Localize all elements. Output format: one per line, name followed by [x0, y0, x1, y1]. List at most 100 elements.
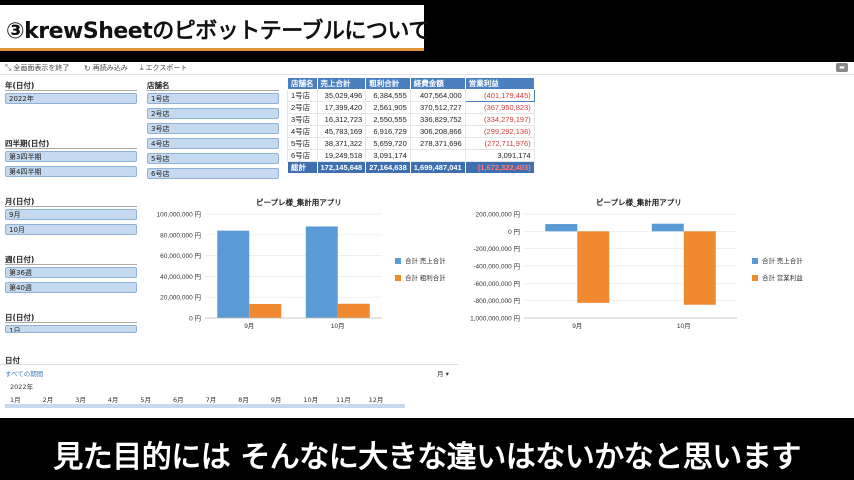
- collapse-icon: ⤡: [5, 63, 12, 72]
- exit-fullscreen-button[interactable]: ⤡ 全画面表示を終了: [5, 63, 69, 73]
- slicer-month-item[interactable]: 9月: [5, 209, 137, 220]
- export-button[interactable]: ⤓ エクスポート: [140, 63, 187, 73]
- y-tick-label: 40,000,000 円: [160, 273, 201, 281]
- table-cell[interactable]: (401,179,445): [464, 89, 535, 102]
- table-cell[interactable]: 17,399,420: [316, 101, 367, 114]
- slicer-store-item[interactable]: 3号店: [147, 123, 279, 134]
- table-cell[interactable]: 1号店: [287, 89, 318, 102]
- bar[interactable]: [217, 230, 250, 318]
- pivot-header-cell[interactable]: 店舗名: [287, 77, 318, 90]
- slicer-store-item[interactable]: 6号店: [147, 168, 279, 179]
- table-cell[interactable]: 5,659,720: [365, 137, 411, 150]
- timeline-month[interactable]: 10月: [303, 396, 319, 404]
- slicer-quarter-item[interactable]: 第3四半期: [5, 151, 137, 162]
- table-cell[interactable]: 45,783,169: [316, 125, 367, 138]
- slicer-day-item[interactable]: 1日: [5, 325, 137, 333]
- timeline-month[interactable]: 4月: [107, 396, 119, 404]
- pivot-header-cell[interactable]: 粗利合計: [365, 77, 411, 90]
- timeline-unit-dropdown[interactable]: 月 ▾: [437, 370, 449, 378]
- y-tick-label: -600,000,000 円: [473, 280, 520, 288]
- timeline-month[interactable]: 6月: [173, 396, 184, 404]
- comment-icon[interactable]: ▬: [836, 63, 848, 72]
- legend-label: 合計 売上合計: [762, 256, 803, 265]
- slicer-store-title: 店舗名: [147, 81, 170, 90]
- table-cell[interactable]: 19,249,518: [316, 149, 367, 162]
- timeline-month[interactable]: 12月: [368, 396, 384, 404]
- bar[interactable]: [651, 223, 684, 232]
- table-cell[interactable]: 306,208,866: [409, 125, 466, 138]
- reload-button[interactable]: ↻ 再読み込み: [84, 63, 128, 73]
- table-row: 6号店 19,249,518 3,091,174 3,091,174: [287, 149, 535, 162]
- table-cell[interactable]: (272,711,976): [464, 137, 535, 150]
- legend-swatch: [395, 275, 401, 281]
- table-cell[interactable]: 6号店: [287, 149, 318, 162]
- y-tick-label: 60,000,000 円: [160, 252, 201, 260]
- total-cell[interactable]: 1,699,487,041: [409, 161, 466, 174]
- table-cell[interactable]: 2,561,905: [365, 101, 411, 114]
- bar[interactable]: [545, 224, 578, 232]
- slicer-store-item[interactable]: 2号店: [147, 108, 279, 119]
- slicer-store-item[interactable]: 1号店: [147, 93, 279, 104]
- table-cell[interactable]: 6,384,555: [365, 89, 411, 102]
- bar[interactable]: [683, 231, 716, 305]
- bar[interactable]: [305, 226, 338, 318]
- slicer-day-title: 日(日付): [5, 313, 35, 322]
- slicer-month-item[interactable]: 10月: [5, 224, 137, 235]
- table-cell[interactable]: 407,564,000: [409, 89, 466, 102]
- table-cell[interactable]: 336,829,752: [409, 113, 466, 126]
- table-cell[interactable]: 4号店: [287, 125, 318, 138]
- table-cell[interactable]: 35,029,496: [316, 89, 367, 102]
- slicer-quarter-item[interactable]: 第4四半期: [5, 166, 137, 177]
- sales-profit-chart[interactable]: 0 円 20,000,000 円 40,000,000 円 60,000,000 円 8…: [145, 202, 445, 332]
- slicer-store-item[interactable]: 5号店: [147, 153, 279, 164]
- table-cell[interactable]: 6,916,729: [365, 125, 411, 138]
- pivot-header-cell[interactable]: 売上合計: [316, 77, 367, 90]
- timeline-month[interactable]: 9月: [270, 396, 282, 404]
- table-cell[interactable]: 16,312,723: [316, 113, 367, 126]
- timeline-month[interactable]: 11月: [336, 396, 351, 404]
- timeline-month[interactable]: 2月: [42, 396, 54, 404]
- slicer-week-item[interactable]: 第36週: [5, 267, 137, 278]
- table-cell[interactable]: 38,371,322: [316, 137, 367, 150]
- timeline-month[interactable]: 8月: [238, 396, 249, 404]
- bar[interactable]: [577, 231, 610, 303]
- pivot-header-cell[interactable]: 経費金額: [409, 77, 466, 90]
- timeline-range-bar[interactable]: [5, 404, 405, 408]
- timeline-month[interactable]: 1月: [10, 396, 21, 404]
- total-cell[interactable]: 27,164,638: [365, 161, 411, 174]
- legend-label: 合計 営業利益: [762, 273, 803, 282]
- total-cell[interactable]: 172,145,648: [316, 161, 367, 174]
- y-tick-label: 0 円: [508, 228, 520, 236]
- table-cell[interactable]: 2,550,555: [365, 113, 411, 126]
- table-cell[interactable]: 5号店: [287, 137, 318, 150]
- download-icon: ⤓: [140, 63, 144, 72]
- slicer-year-item[interactable]: 2022年: [5, 93, 137, 104]
- table-cell[interactable]: 278,371,696: [409, 137, 466, 150]
- timeline-month[interactable]: 5月: [140, 396, 152, 404]
- sales-operating-profit-chart[interactable]: 1,000,000,000 円 -800,000,000 円 -600,000,00…: [460, 202, 845, 332]
- table-cell[interactable]: 3号店: [287, 113, 318, 126]
- table-cell[interactable]: 2号店: [287, 101, 318, 114]
- bar[interactable]: [337, 303, 370, 318]
- table-cell[interactable]: (334,279,197): [464, 113, 535, 126]
- table-row: 2号店 17,399,420 2,561,905 370,512,727 (36…: [287, 101, 535, 114]
- table-cell[interactable]: [409, 149, 466, 162]
- slicer-store-item[interactable]: 4号店: [147, 138, 279, 149]
- slicer-week-item[interactable]: 第40週: [5, 282, 137, 293]
- chart-title: ピープレ様_集計用アプリ: [256, 198, 342, 207]
- table-row: 3号店 16,312,723 2,550,555 336,829,752 (33…: [287, 113, 535, 126]
- table-cell[interactable]: 3,091,174: [464, 149, 535, 162]
- table-cell[interactable]: (299,292,136): [464, 125, 535, 138]
- table-cell[interactable]: (367,950,823): [464, 101, 535, 114]
- table-cell[interactable]: 370,512,727: [409, 101, 466, 114]
- total-cell[interactable]: (1,672,322,403): [464, 161, 535, 174]
- table-cell[interactable]: 3,091,174: [365, 149, 411, 162]
- pivot-header-cell[interactable]: 営業利益: [464, 77, 535, 90]
- bar[interactable]: [249, 303, 282, 318]
- timeline-month[interactable]: 7月: [205, 396, 217, 404]
- total-cell[interactable]: 総計: [287, 161, 318, 174]
- slicer-month-title: 月(日付): [5, 197, 35, 206]
- divider: [0, 364, 458, 365]
- all-periods-link[interactable]: すべての期間: [5, 370, 44, 378]
- timeline-month[interactable]: 3月: [75, 396, 86, 404]
